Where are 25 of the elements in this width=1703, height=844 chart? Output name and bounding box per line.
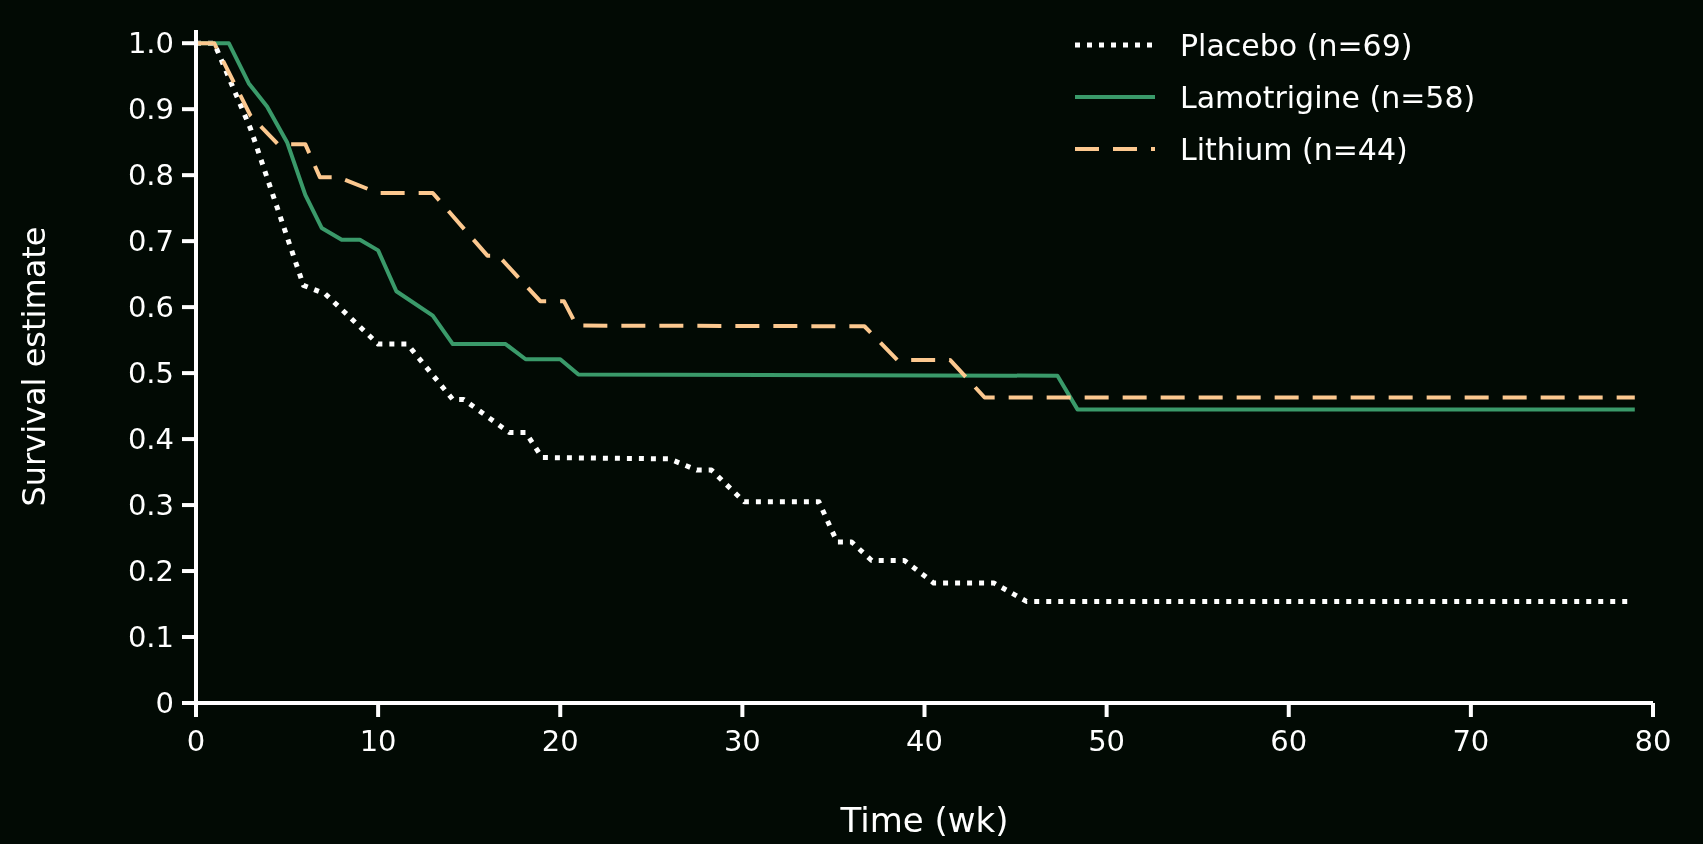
y-tick-label: 0.1	[127, 620, 174, 655]
y-tick-label: 1.0	[127, 26, 174, 61]
x-tick-label: 40	[906, 724, 943, 758]
y-tick-label: 0.3	[127, 488, 174, 523]
x-tick-label: 50	[1088, 724, 1126, 758]
x-tick-label: 60	[1270, 724, 1308, 758]
y-tick-label: 0.4	[127, 422, 174, 457]
x-tick-label: 10	[359, 724, 397, 758]
legend-label: Placebo (n=69)	[1180, 27, 1413, 63]
y-tick-label: 0.2	[127, 554, 174, 589]
x-tick-label: 0	[186, 724, 206, 758]
y-tick-label: 0.5	[127, 356, 174, 391]
y-tick-label: 0.6	[127, 290, 174, 325]
x-tick-label: 30	[723, 724, 761, 758]
y-tick-label: 0.7	[127, 224, 174, 259]
x-axis-title: Time (wk)	[839, 800, 1009, 840]
y-tick-label: 0.9	[127, 92, 174, 127]
y-tick-label: 0.8	[127, 158, 174, 193]
legend-label: Lamotrigine (n=58)	[1180, 79, 1476, 115]
x-tick-label: 70	[1452, 724, 1490, 758]
y-axis-title: Survival estimate	[15, 226, 53, 507]
x-tick-label: 80	[1634, 724, 1672, 758]
x-tick-label: 20	[541, 724, 579, 758]
legend-label: Lithium (n=44)	[1180, 131, 1408, 167]
y-tick-label: 0	[155, 686, 174, 721]
